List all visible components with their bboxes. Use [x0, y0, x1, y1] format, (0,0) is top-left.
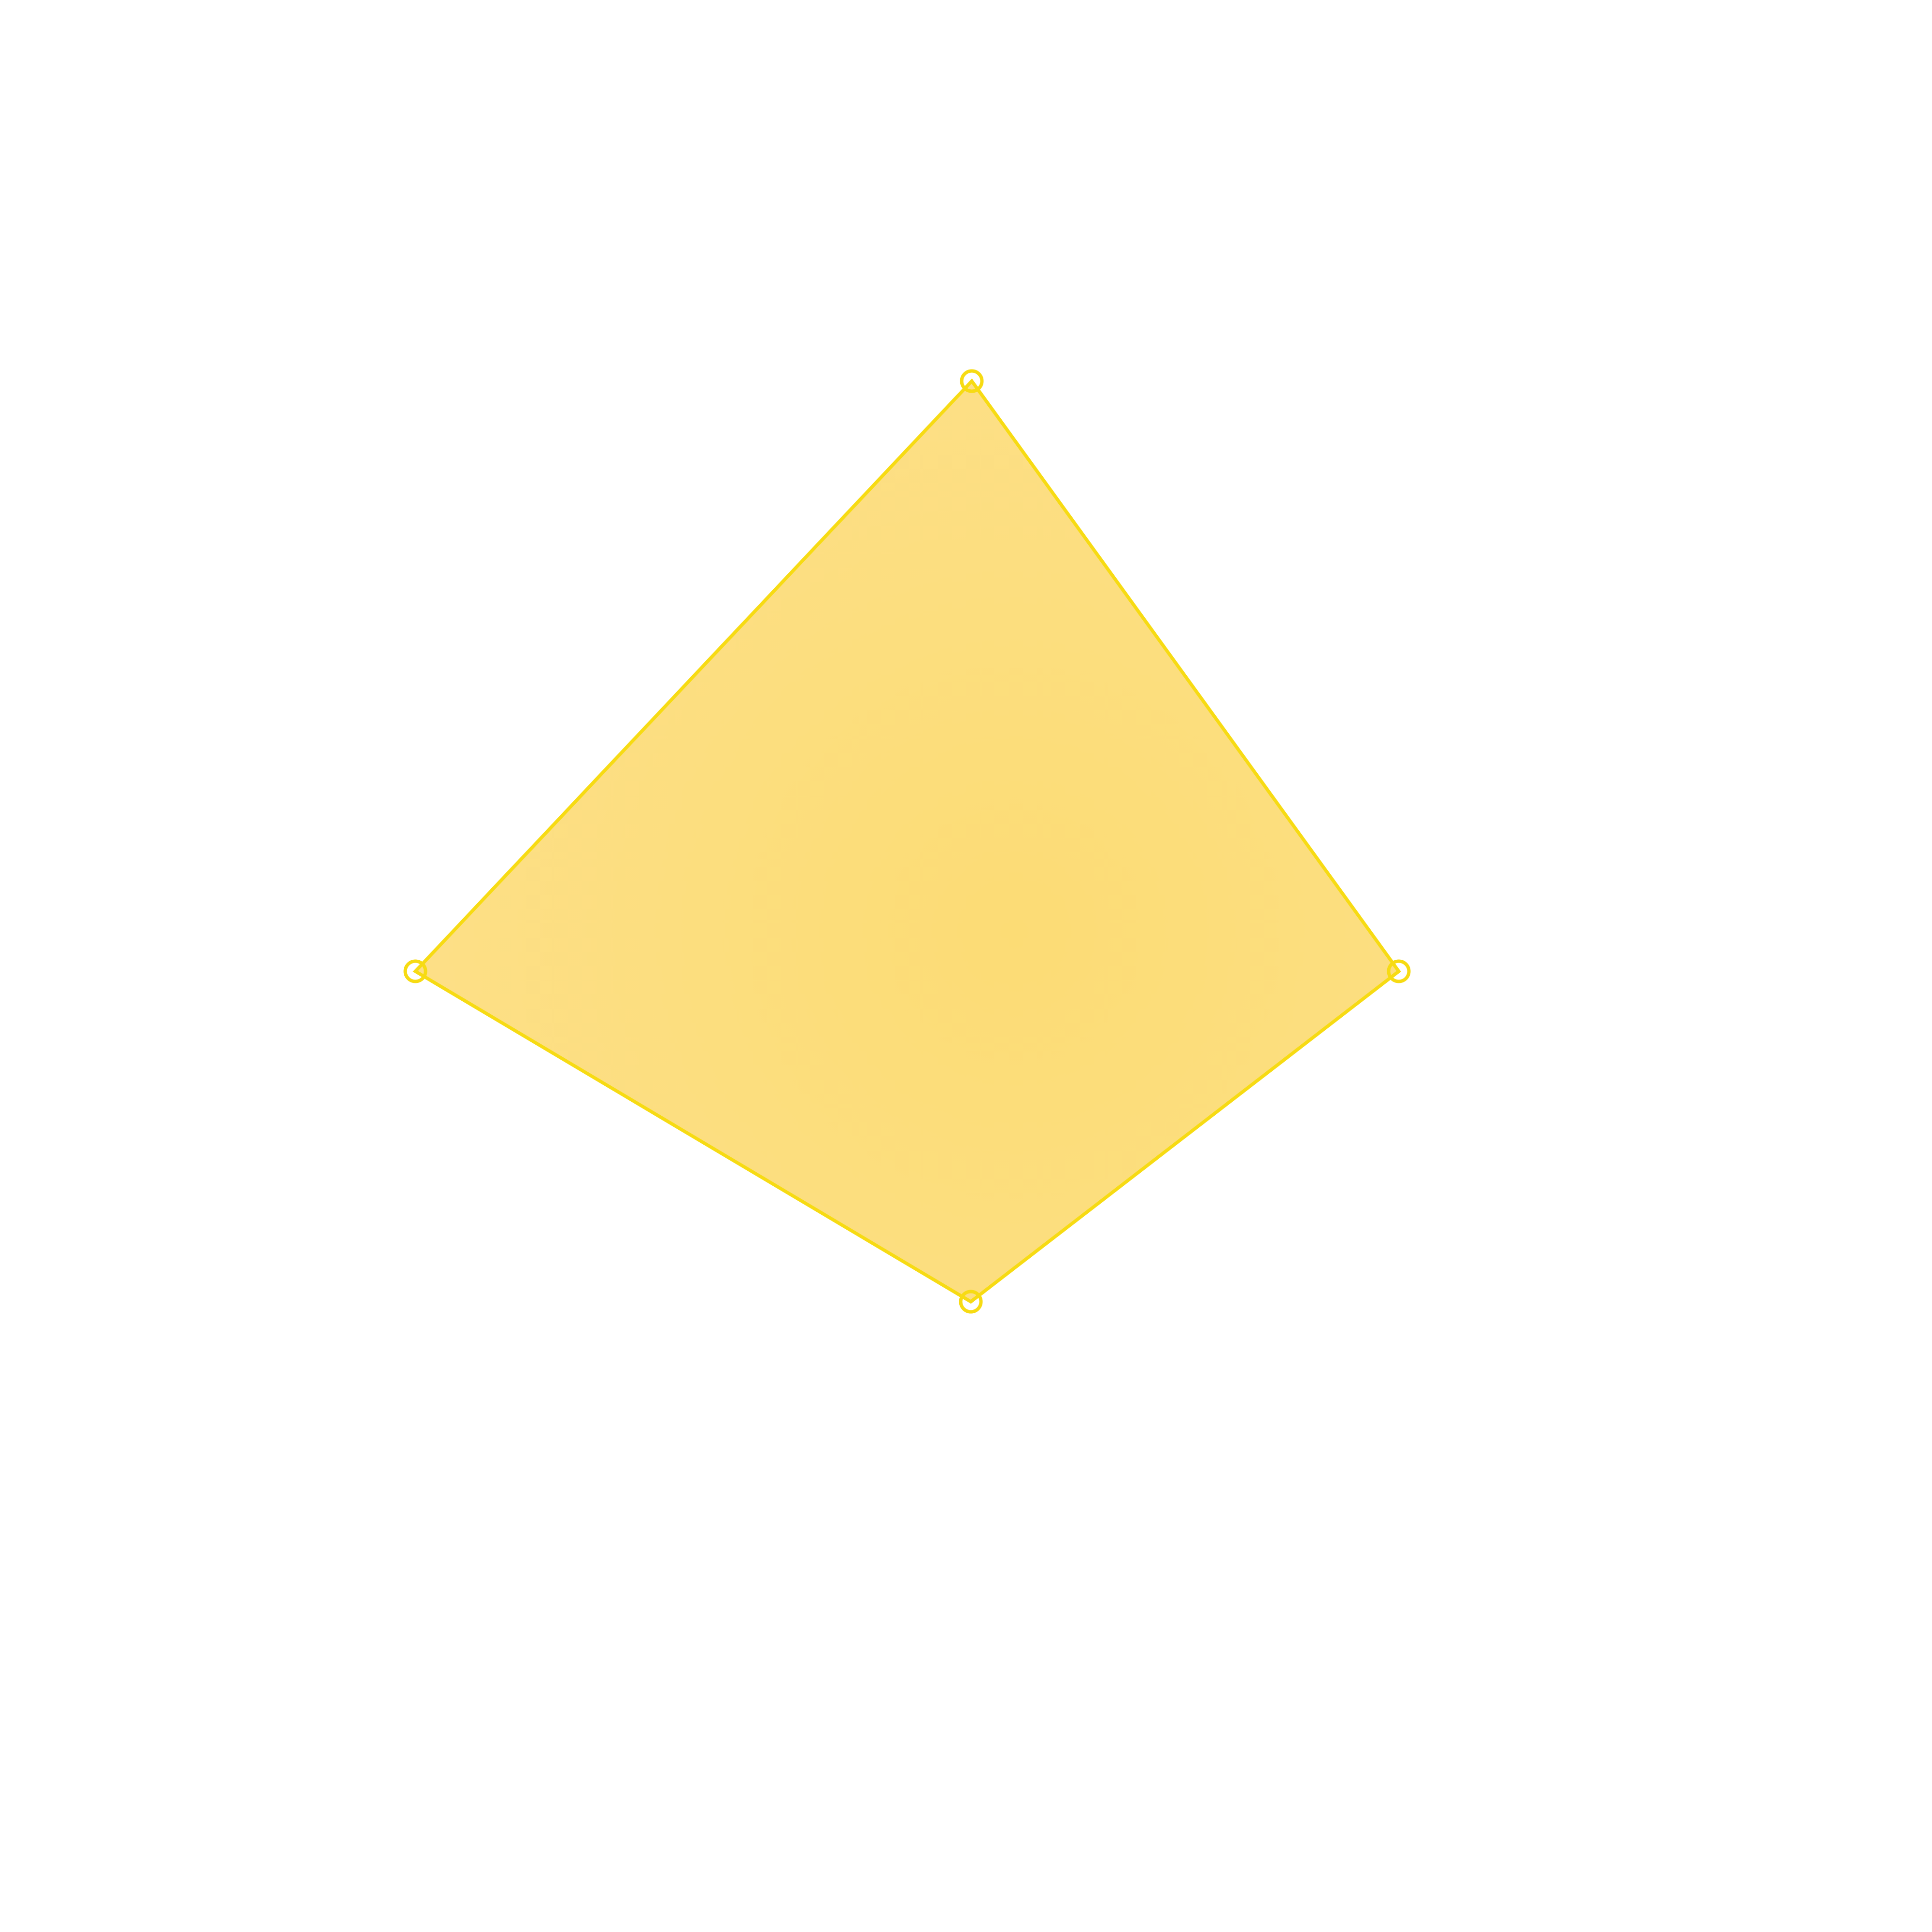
quadrilateral-shape[interactable] — [412, 378, 1401, 1304]
vertex-handle-top[interactable] — [960, 369, 984, 393]
vertex-handle-right[interactable] — [1387, 959, 1411, 983]
vertex-handle-left[interactable] — [403, 959, 427, 983]
vertex-handle-bottom[interactable] — [959, 1290, 983, 1314]
